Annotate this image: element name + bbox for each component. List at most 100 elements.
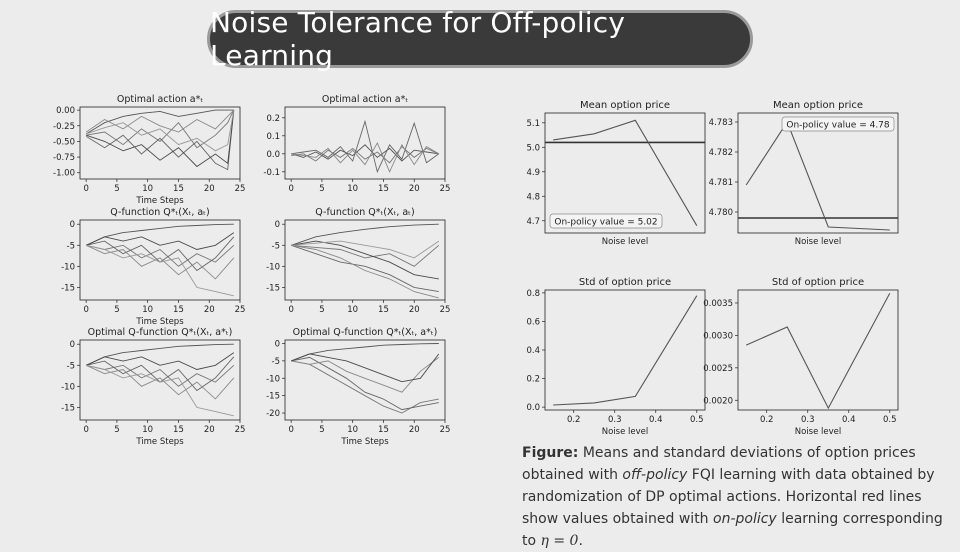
x-tick-label: 0.4 — [649, 415, 663, 425]
reference-label: On-policy value = 4.78 — [786, 121, 890, 131]
y-tick-label: -10 — [266, 262, 280, 272]
caption-text-2: FQI learning with data obtained by rando… — [522, 467, 935, 527]
chart-title: Optimal Q-function Q*ₜ(Xₜ, a*ₜ) — [88, 327, 233, 338]
x-tick-label: 5 — [319, 184, 324, 194]
x-axis-label: Noise level — [795, 427, 842, 437]
x-tick-label: 20 — [409, 184, 420, 194]
y-tick-label: 0.0020 — [703, 396, 733, 406]
chart-title: Optimal action a*ₜ — [322, 94, 408, 105]
chart-left-3: Q-function Q*ₜ(Xₜ, aₜ) Time Steps 0 5 10 15 20… — [61, 207, 245, 327]
x-axis-label: Noise level — [602, 427, 649, 437]
reference-label: On-policy value = 5.02 — [554, 218, 657, 228]
series-line — [291, 240, 440, 259]
slide-title-pill: Noise Tolerance for Off-policy Learning — [207, 6, 753, 72]
y-tick-label: 4.781 — [709, 178, 733, 188]
reference-label-box — [781, 116, 895, 132]
series-line — [86, 223, 234, 246]
plot-frame — [284, 339, 446, 421]
series-line — [86, 232, 235, 250]
y-tick-label: 4.780 — [709, 208, 733, 218]
y-tick-label: 0.8 — [526, 289, 540, 299]
series-line — [86, 364, 235, 387]
series-line — [291, 141, 440, 173]
chart-title: Std of option price — [579, 277, 671, 288]
x-tick-label: 20 — [409, 305, 420, 315]
series-line — [86, 110, 235, 152]
series-line — [291, 356, 439, 411]
y-tick-label: -15 — [266, 283, 280, 293]
plot-frame — [79, 339, 241, 421]
series-line — [86, 364, 234, 417]
y-tick-label: -15 — [61, 403, 75, 413]
x-tick-label: 0.5 — [883, 415, 897, 425]
x-tick-label: 0 — [83, 305, 88, 315]
series-line — [86, 244, 234, 297]
x-tick-label: 0.5 — [690, 415, 704, 425]
series-line — [86, 343, 234, 366]
x-tick-label: 0.2 — [567, 415, 581, 425]
x-tick-label: 15 — [378, 425, 389, 435]
y-tick-label: -10 — [61, 262, 75, 272]
caption-text-4: . — [578, 533, 583, 549]
x-tick-label: 5 — [114, 305, 119, 315]
figure-caption: Figure: Means and standard deviations of… — [522, 442, 952, 552]
y-tick-label: -5 — [67, 241, 75, 251]
y-tick-label: -1.00 — [53, 169, 75, 179]
y-tick-label: 0 — [70, 220, 75, 230]
y-tick-label: 0.0 — [526, 403, 540, 413]
plot-frame — [79, 106, 241, 180]
chart-title: Optimal action a*ₜ — [117, 94, 203, 105]
y-tick-label: 0 — [275, 220, 280, 230]
x-tick-label: 10 — [142, 184, 153, 194]
plot-frame — [544, 289, 706, 411]
x-tick-label: 25 — [235, 305, 246, 315]
y-tick-label: 0 — [275, 339, 280, 349]
y-tick-label: 5.0 — [526, 143, 540, 153]
x-tick-label: 15 — [173, 425, 184, 435]
chart-title: Std of option price — [772, 277, 864, 288]
y-tick-label: 5.1 — [526, 119, 540, 129]
series-line — [745, 120, 890, 231]
y-tick-label: -15 — [61, 283, 75, 293]
chart-right-4: Std of option price Noise level 0.2 0.3 0.4 0… — [703, 277, 899, 437]
x-tick-label: 20 — [204, 184, 215, 194]
y-tick-label: -20 — [266, 409, 280, 419]
y-tick-label: -0.1 — [263, 168, 280, 178]
x-tick-label: 0 — [288, 184, 293, 194]
y-tick-label: 0.1 — [266, 132, 280, 142]
x-tick-label: 15 — [173, 184, 184, 194]
x-axis-label: Noise level — [795, 237, 842, 247]
series-line — [85, 109, 234, 135]
plot-frame — [544, 112, 706, 234]
x-tick-label: 25 — [235, 425, 246, 435]
x-tick-label: 25 — [440, 184, 451, 194]
x-tick-label: 10 — [142, 425, 153, 435]
x-tick-label: 15 — [378, 305, 389, 315]
series-line — [291, 119, 440, 174]
y-tick-label: 4.7 — [526, 217, 540, 227]
y-tick-label: 0.4 — [526, 346, 540, 356]
x-tick-label: 0 — [288, 305, 293, 315]
y-tick-label: 4.9 — [526, 168, 540, 178]
x-tick-label: 10 — [347, 184, 358, 194]
series-line — [86, 244, 235, 267]
x-tick-label: 0.2 — [760, 415, 774, 425]
x-axis-label: Time Steps — [135, 437, 184, 447]
chart-right-2: Mean option price Noise level 4.783 4.782 4.… — [709, 100, 899, 247]
x-axis-label: Time Steps — [340, 437, 389, 447]
y-tick-label: -0.50 — [53, 137, 75, 147]
x-tick-label: 5 — [114, 184, 119, 194]
chart-left-5: Optimal Q-function Q*ₜ(Xₜ, a*ₜ) Time Step… — [61, 327, 245, 447]
series-line — [86, 352, 235, 370]
y-tick-label: 0.2 — [526, 375, 540, 385]
series-line — [291, 145, 439, 164]
series-line — [291, 353, 440, 383]
x-tick-label: 25 — [440, 425, 451, 435]
y-tick-label: -0.25 — [53, 122, 75, 132]
x-tick-label: 10 — [347, 425, 358, 435]
x-tick-label: 10 — [347, 305, 358, 315]
caption-text-1: Means and standard deviations of option … — [522, 445, 916, 483]
plot-frame — [737, 289, 899, 411]
x-tick-label: 20 — [204, 425, 215, 435]
y-tick-label: 0.2 — [266, 114, 280, 124]
